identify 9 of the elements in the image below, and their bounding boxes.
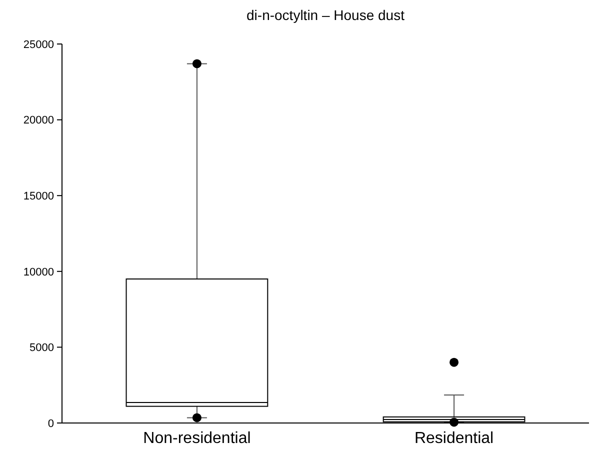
- chart-title: di-n-octyltin – House dust: [246, 7, 405, 23]
- y-tick-label: 5000: [30, 342, 54, 354]
- x-tick-label: Non-residential: [143, 430, 251, 447]
- y-tick-label: 15000: [23, 190, 54, 202]
- y-tick-label: 10000: [23, 266, 54, 278]
- y-tick-label: 25000: [23, 38, 54, 51]
- x-tick-label: Residential: [414, 430, 494, 447]
- y-tick-label: 0: [48, 418, 54, 430]
- y-tick-label: 20000: [23, 114, 54, 127]
